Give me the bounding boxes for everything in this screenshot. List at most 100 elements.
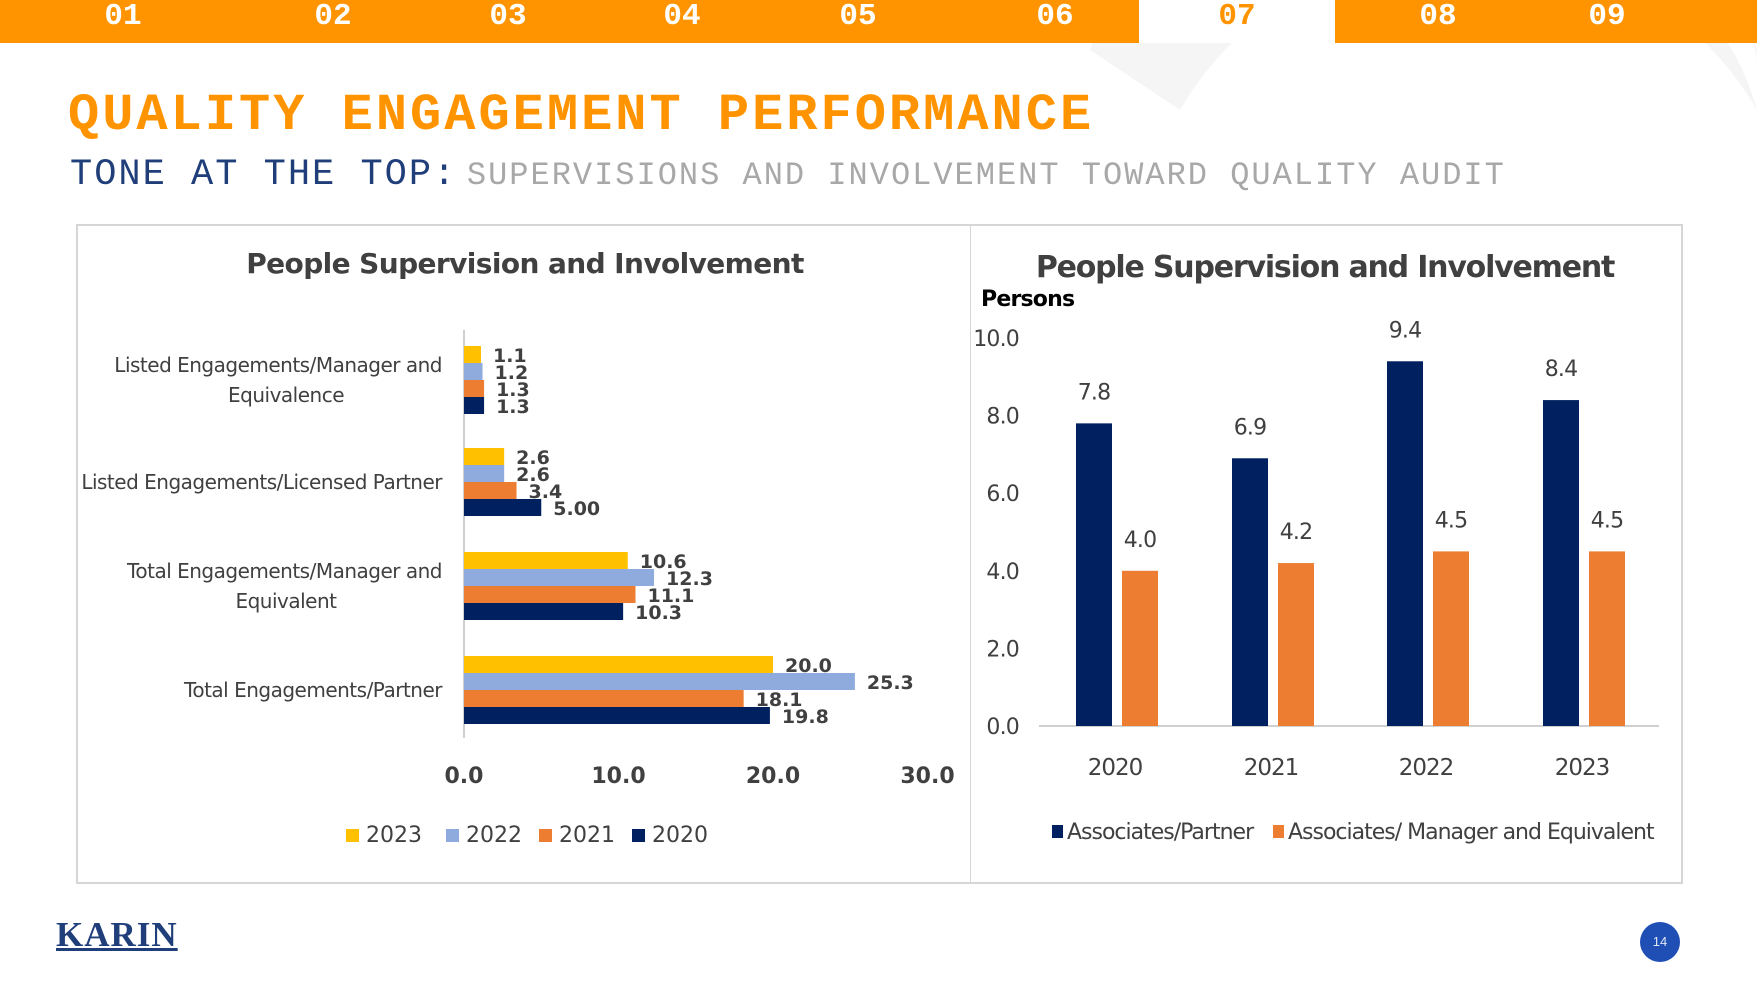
subtitle-strong: TONE AT THE TOP: [70,154,458,196]
legend-swatch [346,829,359,842]
category-label: Listed Engagements/Manager and Equivalenc… [114,353,442,407]
chart-title: People Supervision and Involvement [246,247,804,280]
data-label: 18.1 [756,689,803,711]
x-tick-label: 2022 [1399,755,1454,781]
data-label: 1.3 [496,396,530,418]
data-label: 4.2 [1280,520,1313,545]
data-label: 10.3 [635,602,682,624]
category-label: Listed Engagements/Licensed Partner [81,470,443,494]
page-subtitle: TONE AT THE TOP: SUPERVISIONS AND INVOLV… [70,154,1506,196]
y-tick-label: 8.0 [986,405,1019,430]
legend-label: 2020 [652,823,708,848]
data-label: 4.5 [1435,508,1468,533]
y-axis-label: Persons [981,287,1075,312]
horizontal-bar-chart: People Supervision and Involvement Listed… [81,247,954,848]
section-nav-bar [0,0,1757,43]
bar-2022-3 [464,673,855,690]
bar-2021-0 [464,380,485,397]
bar-2023-1 [464,448,505,465]
page-number-badge: 14 [1640,922,1680,962]
nav-tab-07[interactable]: 07 [1139,0,1335,43]
data-label: 12.3 [666,568,713,590]
data-label: 20.0 [785,655,832,677]
x-tick-label: 30.0 [900,764,954,789]
category-label-line: Total Engagements/Partner [183,678,443,702]
legend-label: 2022 [466,823,522,848]
category-label-line: Equivalence [228,383,344,407]
bar-associatespartner-2022 [1387,361,1423,726]
x-tick-label: 0.0 [445,764,484,789]
bar-2021-3 [464,690,744,707]
data-label: 5.00 [553,498,600,520]
legend-label: Associates/ Manager and Equivalent [1288,820,1655,845]
bar-2020-3 [464,707,770,724]
legend-swatch [539,829,552,842]
data-label: 25.3 [867,672,914,694]
bar-2020-2 [464,603,624,620]
bar-associatesmanagerandequivalent-2022 [1433,551,1469,726]
bar-2020-0 [464,397,485,414]
data-label: 11.1 [647,585,694,607]
data-label: 3.4 [529,481,563,503]
category-label: Total Engagements/Manager and Equivalent [126,559,442,613]
data-label: 6.9 [1234,415,1267,440]
data-label: 2.6 [516,464,550,486]
nav-tab-09[interactable]: 09 [1588,0,1626,34]
subtitle-light: SUPERVISIONS AND INVOLVEMENT TOWARD QUAL… [466,157,1506,194]
y-tick-label: 2.0 [986,637,1019,662]
data-label: 19.8 [782,706,829,728]
bar-associatesmanagerandequivalent-2023 [1589,551,1625,726]
nav-tab-08[interactable]: 08 [1419,0,1457,34]
x-tick-label: 20.0 [746,764,800,789]
vertical-bar-chart: People Supervision and InvolvementPerson… [973,250,1659,845]
data-label: 10.6 [640,551,687,573]
legend-swatch [446,829,459,842]
legend-label: Associates/Partner [1067,820,1255,845]
data-label: 4.0 [1124,528,1157,553]
category-label-line: Equivalent [235,589,337,613]
bar-2023-2 [464,552,628,569]
nav-tab-03[interactable]: 03 [489,0,527,34]
nav-tab-04[interactable]: 04 [663,0,701,34]
data-label: 8.4 [1545,357,1578,382]
bar-associatesmanagerandequivalent-2021 [1278,563,1314,726]
nav-tab-06[interactable]: 06 [1036,0,1074,34]
category-label-line: Listed Engagements/Licensed Partner [81,470,443,494]
bar-2022-1 [464,465,505,482]
legend-label: 2021 [559,823,615,848]
x-tick-label: 2021 [1244,755,1299,781]
bar-associatesmanagerandequivalent-2020 [1122,570,1158,726]
nav-tab-02[interactable]: 02 [314,0,352,34]
bar-2020-1 [464,499,542,516]
bar-associatespartner-2020 [1076,423,1112,726]
bar-2021-1 [464,482,517,499]
nav-tab-01[interactable]: 01 [104,0,142,34]
y-tick-label: 0.0 [986,715,1019,740]
x-tick-label: 2020 [1088,755,1143,781]
vertical-bar-chart-panel: People Supervision and Involvement Person… [970,224,1683,884]
data-label: 2.6 [516,447,550,469]
bar-2021-2 [464,586,636,603]
legend-swatch [632,829,645,842]
legend-swatch [1273,825,1284,838]
bar-2023-0 [464,346,481,363]
data-label: 4.5 [1591,508,1624,533]
bar-2023-3 [464,656,773,673]
category-label-line: Listed Engagements/Manager and [114,353,442,377]
nav-tab-05[interactable]: 05 [839,0,877,34]
data-label: 1.3 [496,379,530,401]
bar-associatespartner-2021 [1232,458,1268,726]
data-label: 1.2 [495,362,529,384]
horizontal-bar-chart-panel: People Supervision and Involvement Listed… [76,224,974,884]
y-tick-label: 10.0 [973,327,1019,352]
bar-2022-2 [464,569,655,586]
data-label: 7.8 [1078,380,1111,405]
legend-swatch [1052,825,1063,838]
category-label-line: Total Engagements/Manager and [126,559,442,583]
data-label: 1.1 [493,345,527,367]
page-title: QUALITY ENGAGEMENT PERFORMANCE [68,86,1095,145]
x-tick-label: 2023 [1555,755,1610,781]
x-tick-label: 10.0 [591,764,645,789]
y-tick-label: 6.0 [986,482,1019,507]
bar-2022-0 [464,363,483,380]
